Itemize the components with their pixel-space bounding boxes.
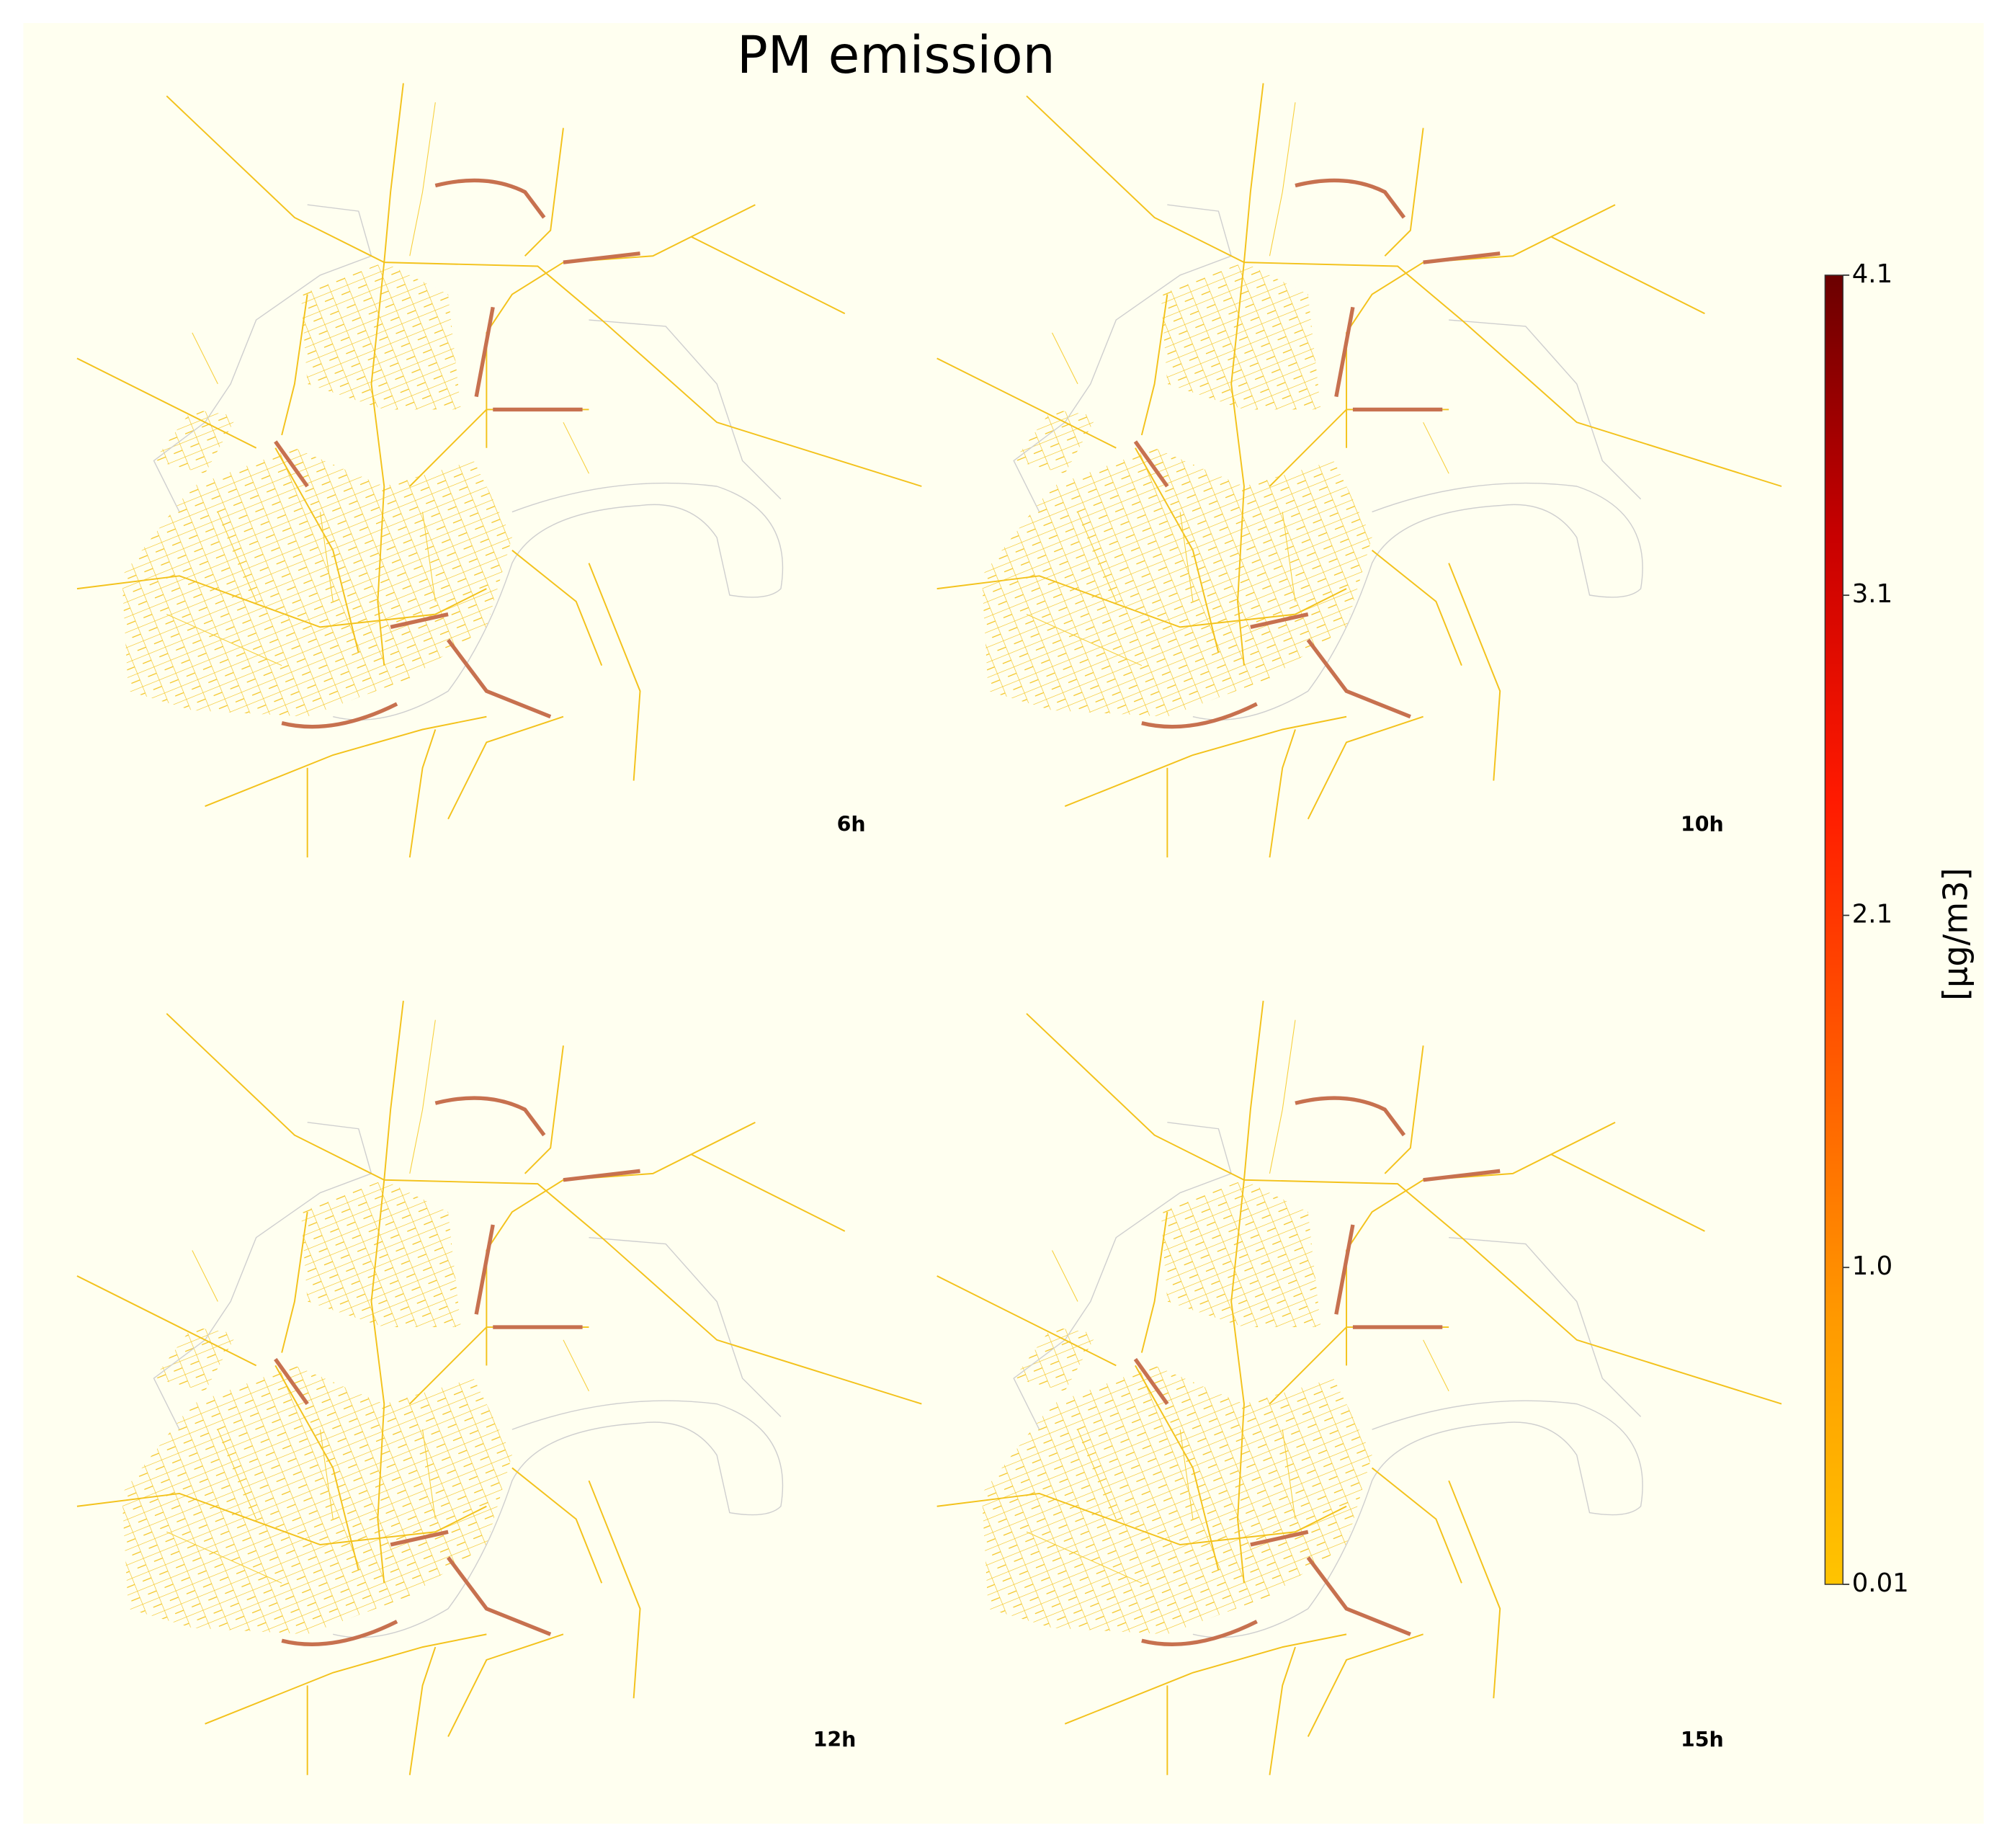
figure-title: PM emission [737, 25, 1055, 85]
panel-label: 6h [837, 813, 866, 836]
colorbar-tick-label: 3.1 [1852, 579, 1892, 609]
colorbar-tick-label: 4.1 [1852, 259, 1892, 289]
panel-label: 10h [1681, 813, 1724, 836]
colorbar-tick-label: 0.01 [1852, 1568, 1909, 1598]
panel-label: 12h [813, 1728, 857, 1751]
colorbar-label: [µg/m3] [1936, 867, 1975, 1001]
panel-label: 15h [1681, 1728, 1724, 1751]
colorbar-gradient [1824, 274, 1843, 1585]
colorbar: [µg/m3] 0.01 1.0 2.1 3.1 4.1 [1824, 259, 1975, 1598]
colorbar-tick-label: 2.1 [1852, 900, 1892, 929]
colorbar-tick-label: 1.0 [1852, 1251, 1892, 1281]
